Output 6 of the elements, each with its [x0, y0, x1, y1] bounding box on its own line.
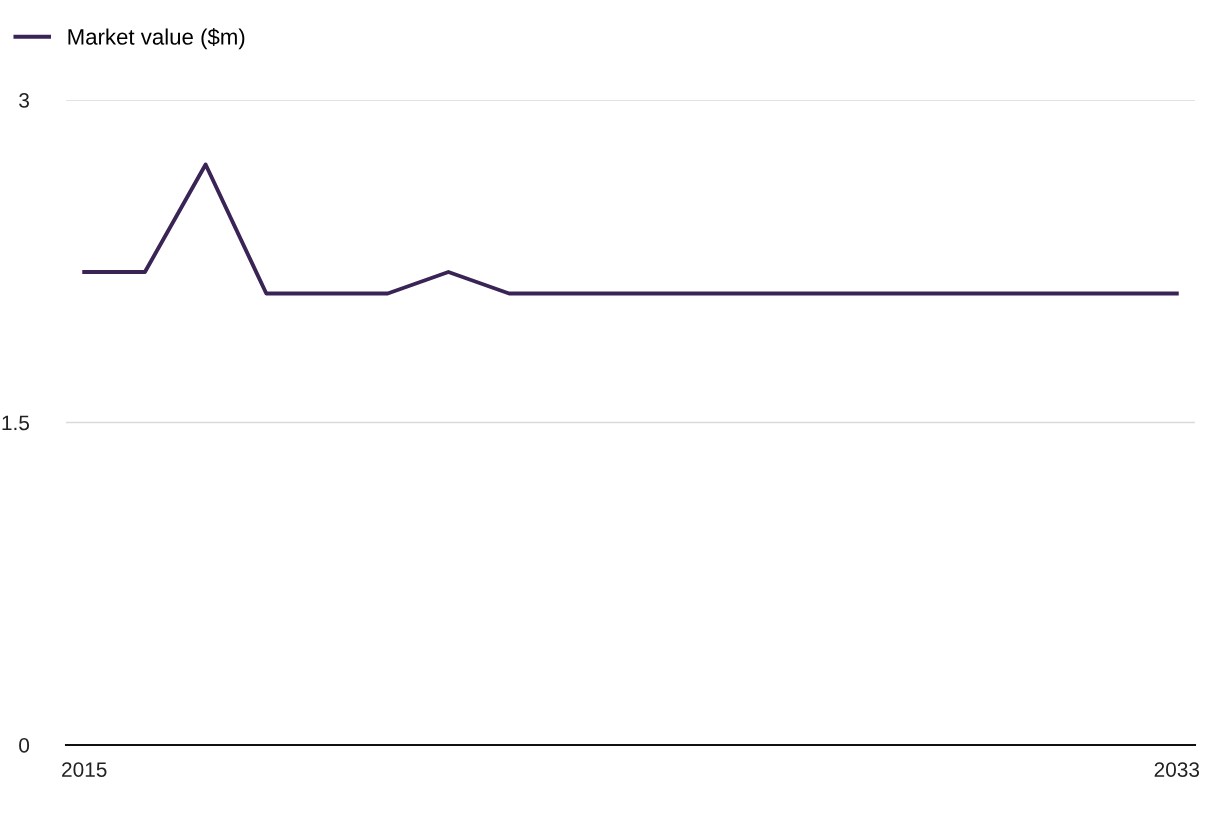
- y-tick-label: 1.5: [2, 415, 30, 431]
- y-tick-label: 3: [19, 93, 29, 108]
- y-tick-label: 0: [19, 738, 30, 753]
- x-tick-label: 2033: [1154, 762, 1200, 777]
- x-tick-label: 2015: [62, 762, 107, 777]
- legend-label: Market value ($m): [68, 28, 245, 50]
